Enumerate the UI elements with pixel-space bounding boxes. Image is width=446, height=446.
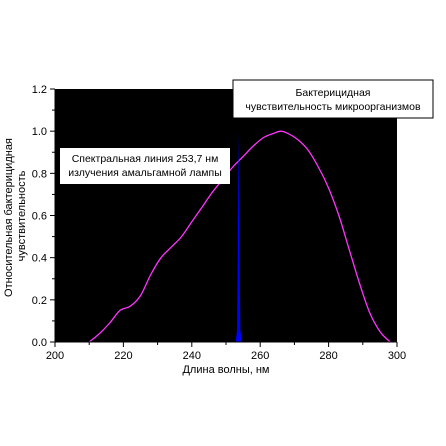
annotation-spectral-line-1: Спектральная линия 253,7 нм — [72, 153, 219, 165]
x-tick-label-240: 240 — [183, 350, 201, 362]
x-tick-label-260: 260 — [251, 350, 269, 362]
y-axis-title: Относительная бактерицидная чувствительн… — [3, 135, 28, 297]
y-tick-label-0.6: 0.6 — [32, 211, 47, 223]
y-tick-label-1.2: 1.2 — [32, 84, 47, 96]
x-tick-label-220: 220 — [114, 350, 132, 362]
annotation-sensitivity: Бактерицидная чувствительность микроорга… — [232, 79, 434, 119]
y-axis-title-line-1: Относительная бактерицидная — [3, 138, 15, 297]
annotation-spectral-box — [60, 148, 230, 184]
x-axis-title: Длина волны, нм — [182, 364, 269, 376]
annotation-spectral: Спектральная линия 253,7 нм излучения ам… — [60, 148, 230, 184]
annotation-sensitivity-box — [232, 79, 434, 119]
annotation-sensitivity-line-1: Бактерицидная — [295, 87, 370, 99]
y-tick-label-0.0: 0.0 — [32, 337, 47, 349]
y-tick-label-0.2: 0.2 — [32, 295, 47, 307]
x-tick-label-280: 280 — [319, 350, 337, 362]
y-tick-label-1.0: 1.0 — [32, 126, 47, 138]
x-tick-label-200: 200 — [46, 350, 64, 362]
spectral-line-peak — [235, 131, 242, 342]
y-tick-label-0.8: 0.8 — [32, 168, 47, 180]
plot-area — [55, 89, 397, 342]
annotation-sensitivity-line-2: чувствительность микроорганизмов — [245, 101, 421, 113]
y-axis-title-line-2: чувствительность — [16, 170, 28, 261]
annotation-spectral-line-2: излучения амальгамной лампы — [68, 167, 222, 179]
bactericidal-sensitivity-curve — [88, 130, 391, 343]
y-tick-label-0.4: 0.4 — [32, 253, 47, 265]
x-tick-label-300: 300 — [388, 350, 406, 362]
